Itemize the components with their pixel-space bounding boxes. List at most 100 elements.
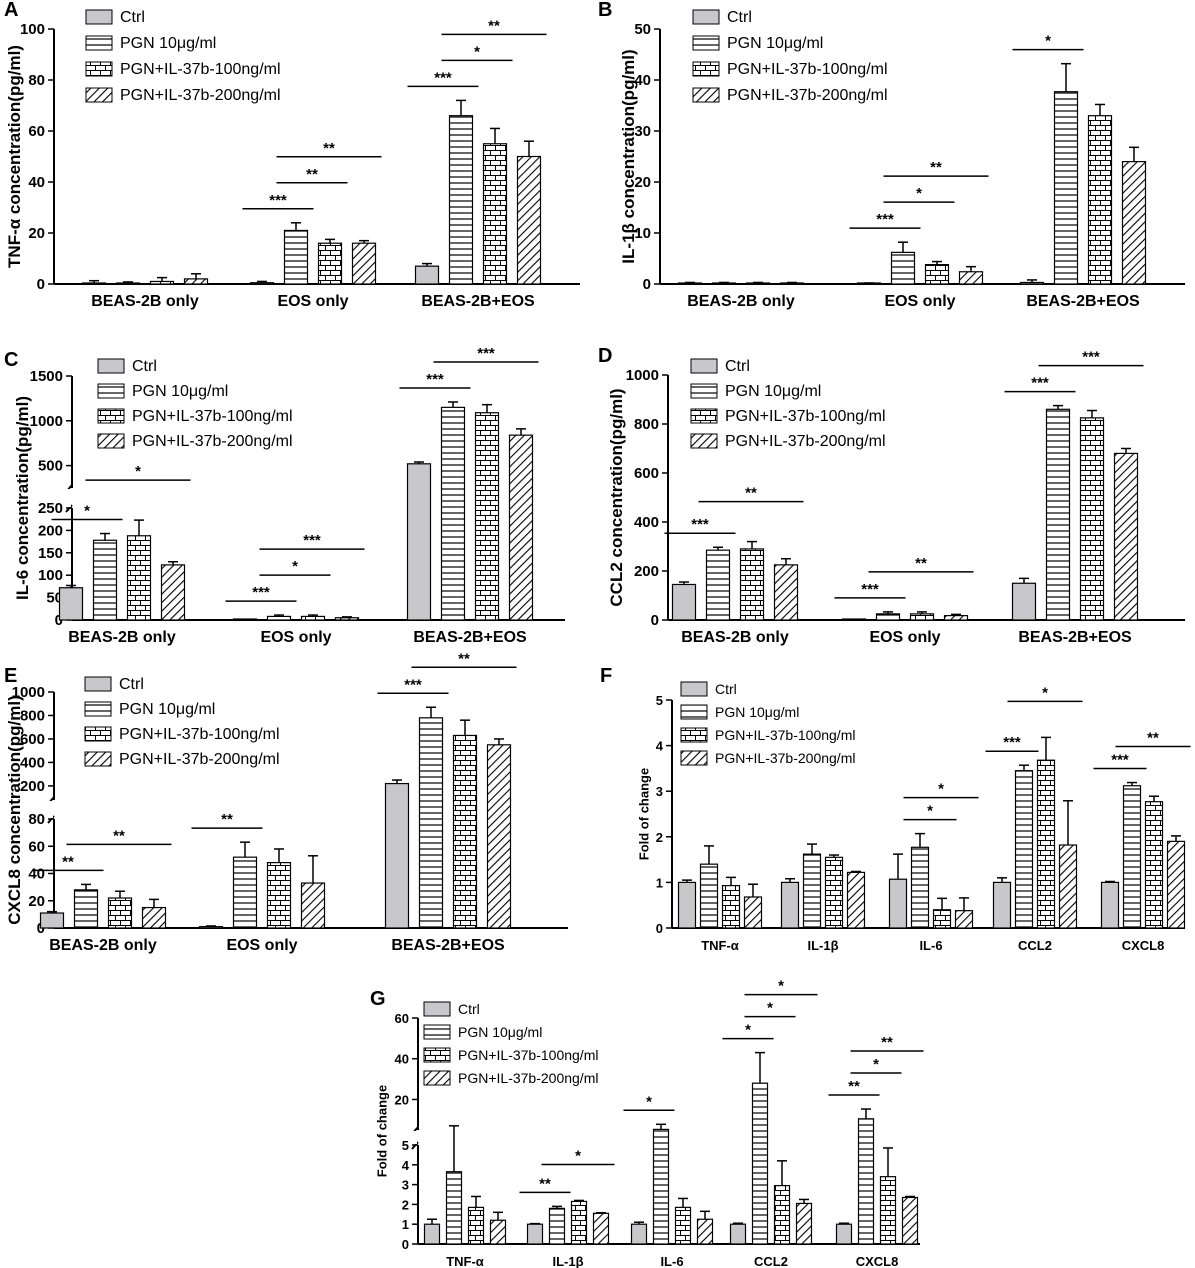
bar-il37b-200 (1121, 161, 1147, 285)
y-tick-label: 0 (37, 276, 45, 293)
y-tick-label: 80 (28, 811, 45, 828)
y-tick-label: 500 (38, 458, 63, 475)
bar-pgn (802, 853, 822, 929)
bar-pgn (1053, 91, 1079, 285)
bar-pgn (1122, 785, 1142, 929)
legend-label-ctrl: Ctrl (727, 9, 752, 26)
y-tick-label: 4 (402, 1158, 410, 1173)
x-category-label: EOS only (226, 937, 297, 954)
bar-ctrl (198, 926, 224, 929)
x-category-label: EOS only (277, 293, 348, 310)
bar-il37b-200 (592, 1212, 610, 1245)
significance-marker: *** (269, 192, 287, 209)
y-axis-label: CCL2 concentration(pg/ml) (607, 388, 626, 606)
legend-label-ctrl: Ctrl (458, 1001, 480, 1017)
significance-marker: ** (323, 140, 335, 157)
x-category-label: BEAS-2B+EOS (1018, 629, 1132, 646)
y-tick-label: 60 (28, 838, 45, 855)
bar-il37b-200 (516, 155, 542, 285)
y-tick-label: 60 (28, 123, 45, 140)
significance-marker: *** (252, 584, 270, 601)
bar-il37b-200 (489, 1219, 507, 1245)
y-tick-label: 3 (656, 784, 663, 799)
bar-ctrl (406, 463, 432, 621)
significance-marker: * (745, 1022, 751, 1039)
legend-swatch-il37b-100 (692, 61, 720, 77)
legend-swatch-il37b-200 (84, 751, 112, 767)
axis-gap (46, 801, 53, 818)
legend-swatch-ctrl (97, 358, 125, 374)
y-tick-label: 4 (656, 739, 664, 754)
bar-il37b-100 (467, 1206, 485, 1245)
x-category-label: CXCL8 (856, 1254, 899, 1268)
significance-marker: *** (404, 676, 422, 693)
bar-ctrl (630, 1223, 648, 1245)
bar-pgn (266, 615, 292, 621)
y-tick-label: 10 (634, 225, 651, 242)
legend-swatch-il37b-200 (97, 433, 125, 449)
bar-il37b-200 (958, 271, 984, 285)
bar-pgn (705, 549, 731, 621)
y-tick-label: 1000 (12, 684, 45, 701)
bar-il37b-100 (1079, 417, 1105, 621)
x-category-label: EOS only (260, 629, 331, 646)
x-category-label: BEAS-2B only (681, 629, 789, 646)
y-tick-label: 3 (402, 1178, 409, 1193)
y-tick-label: 100 (20, 21, 45, 38)
bar-il37b-100 (317, 242, 343, 285)
significance-marker: *** (691, 516, 709, 533)
x-category-label: IL-1β (807, 938, 838, 953)
y-tick-label: 600 (20, 731, 45, 748)
significance-marker: ** (62, 853, 74, 870)
significance-marker: ** (745, 485, 757, 502)
bar-il37b-100 (452, 734, 478, 929)
significance-marker: ** (1147, 730, 1159, 747)
axis-gap (410, 1131, 417, 1144)
legend-swatch-pgn (84, 701, 112, 717)
significance-marker: * (575, 1147, 581, 1164)
y-tick-label: 0 (643, 276, 651, 293)
bar-pgn (1014, 770, 1034, 929)
x-category-label: BEAS-2B only (687, 293, 795, 310)
significance-marker: ** (221, 811, 233, 828)
bar-pgn (857, 1118, 875, 1245)
legend-label-il37b-200: PGN+IL-37b-200ng/ml (120, 87, 281, 104)
bar-il37b-200 (334, 617, 360, 621)
legend-swatch-pgn (97, 383, 125, 399)
bar-ctrl (729, 1223, 747, 1245)
legend-swatch-ctrl (85, 9, 113, 25)
significance-marker: ** (881, 1034, 893, 1051)
y-tick-label: 1 (402, 1217, 409, 1232)
bar-ctrl (58, 587, 84, 621)
y-axis-label: IL-6 concentration(pg/ml) (13, 396, 32, 600)
bar-pgn (652, 1128, 670, 1245)
bar-il37b-100 (126, 535, 152, 621)
panel-label: E (4, 665, 17, 687)
legend-swatch-il37b-200 (423, 1070, 451, 1086)
significance-marker: * (135, 463, 141, 480)
legend-swatch-pgn (692, 35, 720, 51)
panel-a: A 0 20 40 60 80 100 TNF-α concentration(pg/ml) B… (4, 0, 580, 310)
significance-marker: * (1045, 33, 1051, 50)
panel-label: G (370, 988, 386, 1010)
y-tick-label: 80 (28, 72, 45, 89)
legend-label-il37b-200: PGN+IL-37b-200ng/ml (725, 433, 886, 450)
y-tick-label: 0 (402, 1237, 409, 1252)
legend-swatch-pgn (680, 704, 708, 720)
y-axis-label: IL-1β concentration(pg/ml) (619, 49, 638, 263)
y-tick-label: 2 (402, 1197, 409, 1212)
x-category-label: BEAS-2B only (91, 293, 199, 310)
significance-marker: *** (1082, 349, 1100, 366)
y-tick-label: 100 (38, 567, 63, 584)
y-tick-label: 800 (634, 416, 659, 433)
y-tick-label: 20 (28, 225, 45, 242)
panel-e: E0204060802004006008001000CXCL8 concentr… (4, 650, 568, 954)
legend-swatch-il37b-100 (97, 408, 125, 424)
legend-label-pgn: PGN 10μg/ml (715, 704, 799, 720)
significance-marker: * (84, 503, 90, 520)
bar-ctrl (835, 1223, 853, 1245)
y-tick-label: 600 (634, 465, 659, 482)
legend-swatch-il37b-100 (84, 726, 112, 742)
legend-swatch-il37b-200 (680, 750, 708, 766)
